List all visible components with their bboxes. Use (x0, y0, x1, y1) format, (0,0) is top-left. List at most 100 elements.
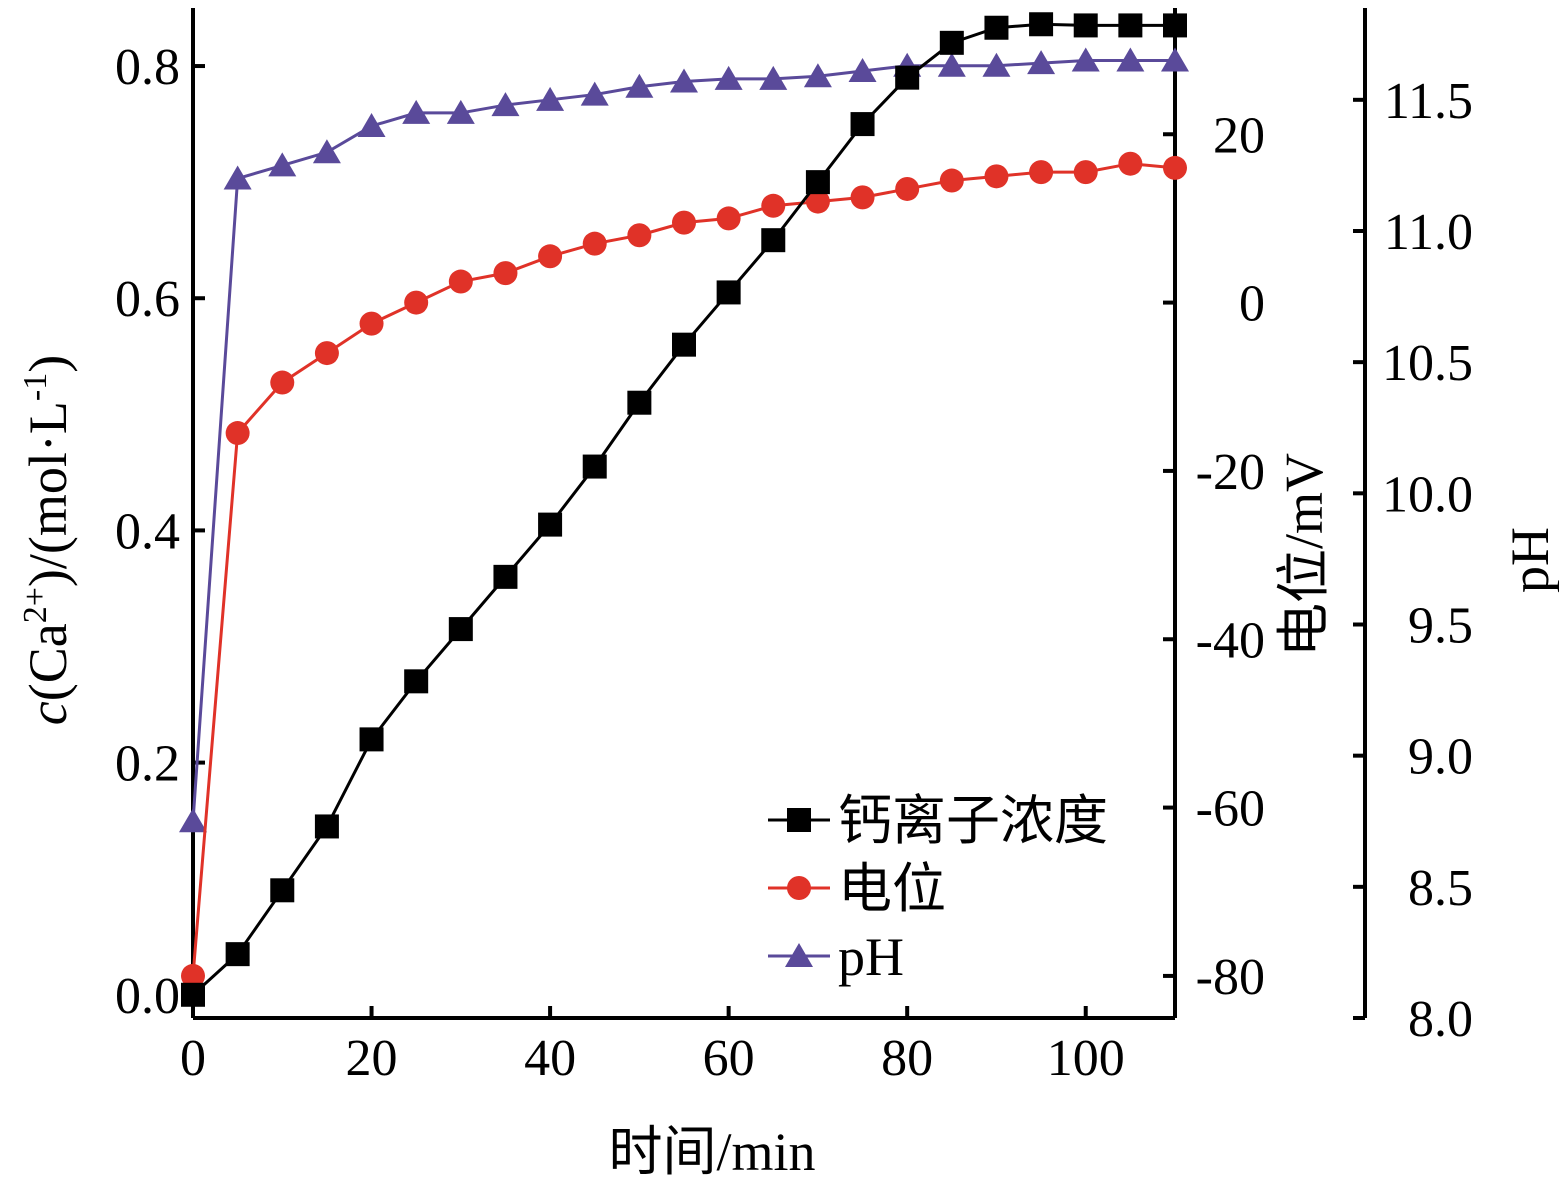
right1-tick-label-0: 20 (1213, 107, 1265, 164)
series-2 (179, 47, 1189, 833)
series-2-point-11 (670, 68, 698, 93)
series-0-point-5 (404, 669, 429, 694)
right2-tick-label-1: 11.0 (1384, 204, 1473, 261)
legend-label-0: 钙离子浓度 (838, 791, 1108, 851)
series-1-point-13 (761, 193, 786, 218)
series-1-point-7 (493, 261, 518, 286)
series-1-point-19 (1029, 160, 1054, 185)
x-tick-label-0: 0 (180, 1030, 206, 1087)
right2-tick-label-2: 10.5 (1382, 335, 1473, 392)
series-0-point-16 (895, 65, 920, 90)
series-2-point-4 (357, 113, 386, 138)
x-tick-label-3: 60 (703, 1030, 755, 1087)
series-1-point-6 (448, 269, 473, 294)
right2-tick-label-7: 8.0 (1408, 991, 1473, 1048)
series-1-point-0 (181, 963, 205, 988)
right2-tick-label-0: 11.5 (1384, 73, 1473, 130)
series-0-point-10 (627, 390, 652, 415)
legend-marker-2 (785, 943, 813, 967)
right1-axis-title: 电位/mV (1274, 453, 1334, 657)
series-2-point-15 (848, 57, 877, 82)
series-0-point-21 (1118, 13, 1143, 38)
series-0-point-22 (1163, 13, 1187, 38)
series-0-point-1 (225, 942, 250, 967)
series-0-point-4 (359, 727, 384, 752)
right2-tick-label-5: 9.0 (1408, 729, 1473, 786)
series-2-point-21 (1116, 47, 1145, 72)
left-tick-label-2: 0.4 (115, 503, 180, 560)
series-0 (181, 12, 1187, 1007)
right1-tick-label-3: -40 (1196, 612, 1265, 669)
series-1-point-16 (895, 176, 920, 201)
series-2-point-1 (223, 165, 252, 190)
series-1-point-18 (984, 164, 1009, 189)
series-2-point-3 (312, 139, 341, 164)
series-2-point-19 (1027, 50, 1056, 75)
series-0-point-9 (582, 454, 607, 479)
x-tick-label-4: 80 (881, 1030, 933, 1087)
series-2-point-12 (714, 65, 743, 90)
right2-axis-title: pH (1500, 527, 1559, 593)
left-axis-title-sup2: -1 (17, 373, 54, 401)
series-1-point-10 (627, 223, 652, 248)
legend-label-1: 电位 (838, 859, 946, 919)
series-1-point-3 (314, 341, 339, 366)
series-1-point-21 (1118, 151, 1143, 176)
series-0-point-13 (761, 228, 786, 253)
series-2-point-8 (536, 86, 565, 111)
series-2-point-20 (1071, 47, 1100, 72)
left-axis-title-sup1: 2+ (17, 587, 54, 623)
axis-titles: 时间/min c(Ca2+)/(mol·L-1) 电位/mV pH (17, 355, 1559, 1181)
axes-layer: 0 20 40 60 80 100 0.0 0.2 0.4 0.6 0.8 20 0 -20 -40 -60 -… (115, 8, 1473, 1087)
series-2-point-17 (937, 52, 966, 77)
series-0-point-0 (181, 982, 205, 1007)
series-1-point-20 (1073, 160, 1098, 185)
series-2-point-18 (982, 52, 1011, 77)
series-0-point-17 (939, 30, 964, 55)
series-1-point-17 (939, 168, 964, 193)
legend-marker-0 (787, 808, 811, 832)
right1-tick-label-5: -80 (1196, 949, 1265, 1006)
right2-tick-label-4: 9.5 (1408, 597, 1473, 654)
series-2-point-22 (1161, 47, 1189, 72)
series-1-point-15 (850, 185, 875, 210)
series-2-point-10 (625, 73, 654, 98)
series-0-point-2 (270, 878, 295, 903)
left-tick-label-1: 0.2 (115, 736, 180, 793)
series-0-point-18 (984, 15, 1009, 40)
series-1-point-22 (1163, 155, 1187, 180)
series-1-point-9 (582, 231, 607, 256)
series-1-point-5 (404, 290, 429, 315)
series-1-point-8 (538, 244, 563, 269)
left-axis-title-part2: )/(mol·L (18, 401, 78, 587)
right2-tick-label-6: 8.5 (1408, 860, 1473, 917)
right2-tick-label-3: 10.0 (1382, 466, 1473, 523)
left-axis-title-end: ) (18, 355, 78, 373)
series-2-point-13 (759, 65, 788, 90)
series-1-point-14 (805, 189, 830, 214)
series-1 (181, 151, 1187, 988)
series-1-point-11 (672, 210, 696, 235)
series-1-point-2 (270, 370, 295, 395)
series-1-line (191, 162, 1176, 977)
series-2-point-9 (580, 81, 609, 106)
left-tick-label-4: 0.8 (115, 39, 180, 96)
series-2-point-14 (803, 63, 832, 88)
series-0-point-20 (1073, 13, 1098, 38)
series-layer (179, 12, 1189, 1007)
series-0-point-3 (314, 814, 339, 839)
series-1-point-12 (716, 206, 741, 231)
series-2-point-6 (446, 99, 475, 124)
left-axis-title-prefix: c (18, 701, 78, 725)
x-tick-label-2: 40 (524, 1030, 576, 1087)
x-tick-label-1: 20 (346, 1030, 398, 1087)
series-2-point-5 (402, 99, 431, 124)
left-tick-label-0: 0.0 (115, 968, 180, 1025)
series-1-point-4 (359, 311, 384, 336)
right1-tick-label-4: -60 (1196, 781, 1265, 838)
series-0-point-15 (850, 112, 875, 137)
series-0-point-6 (448, 617, 473, 642)
series-1-point-1 (225, 421, 250, 446)
